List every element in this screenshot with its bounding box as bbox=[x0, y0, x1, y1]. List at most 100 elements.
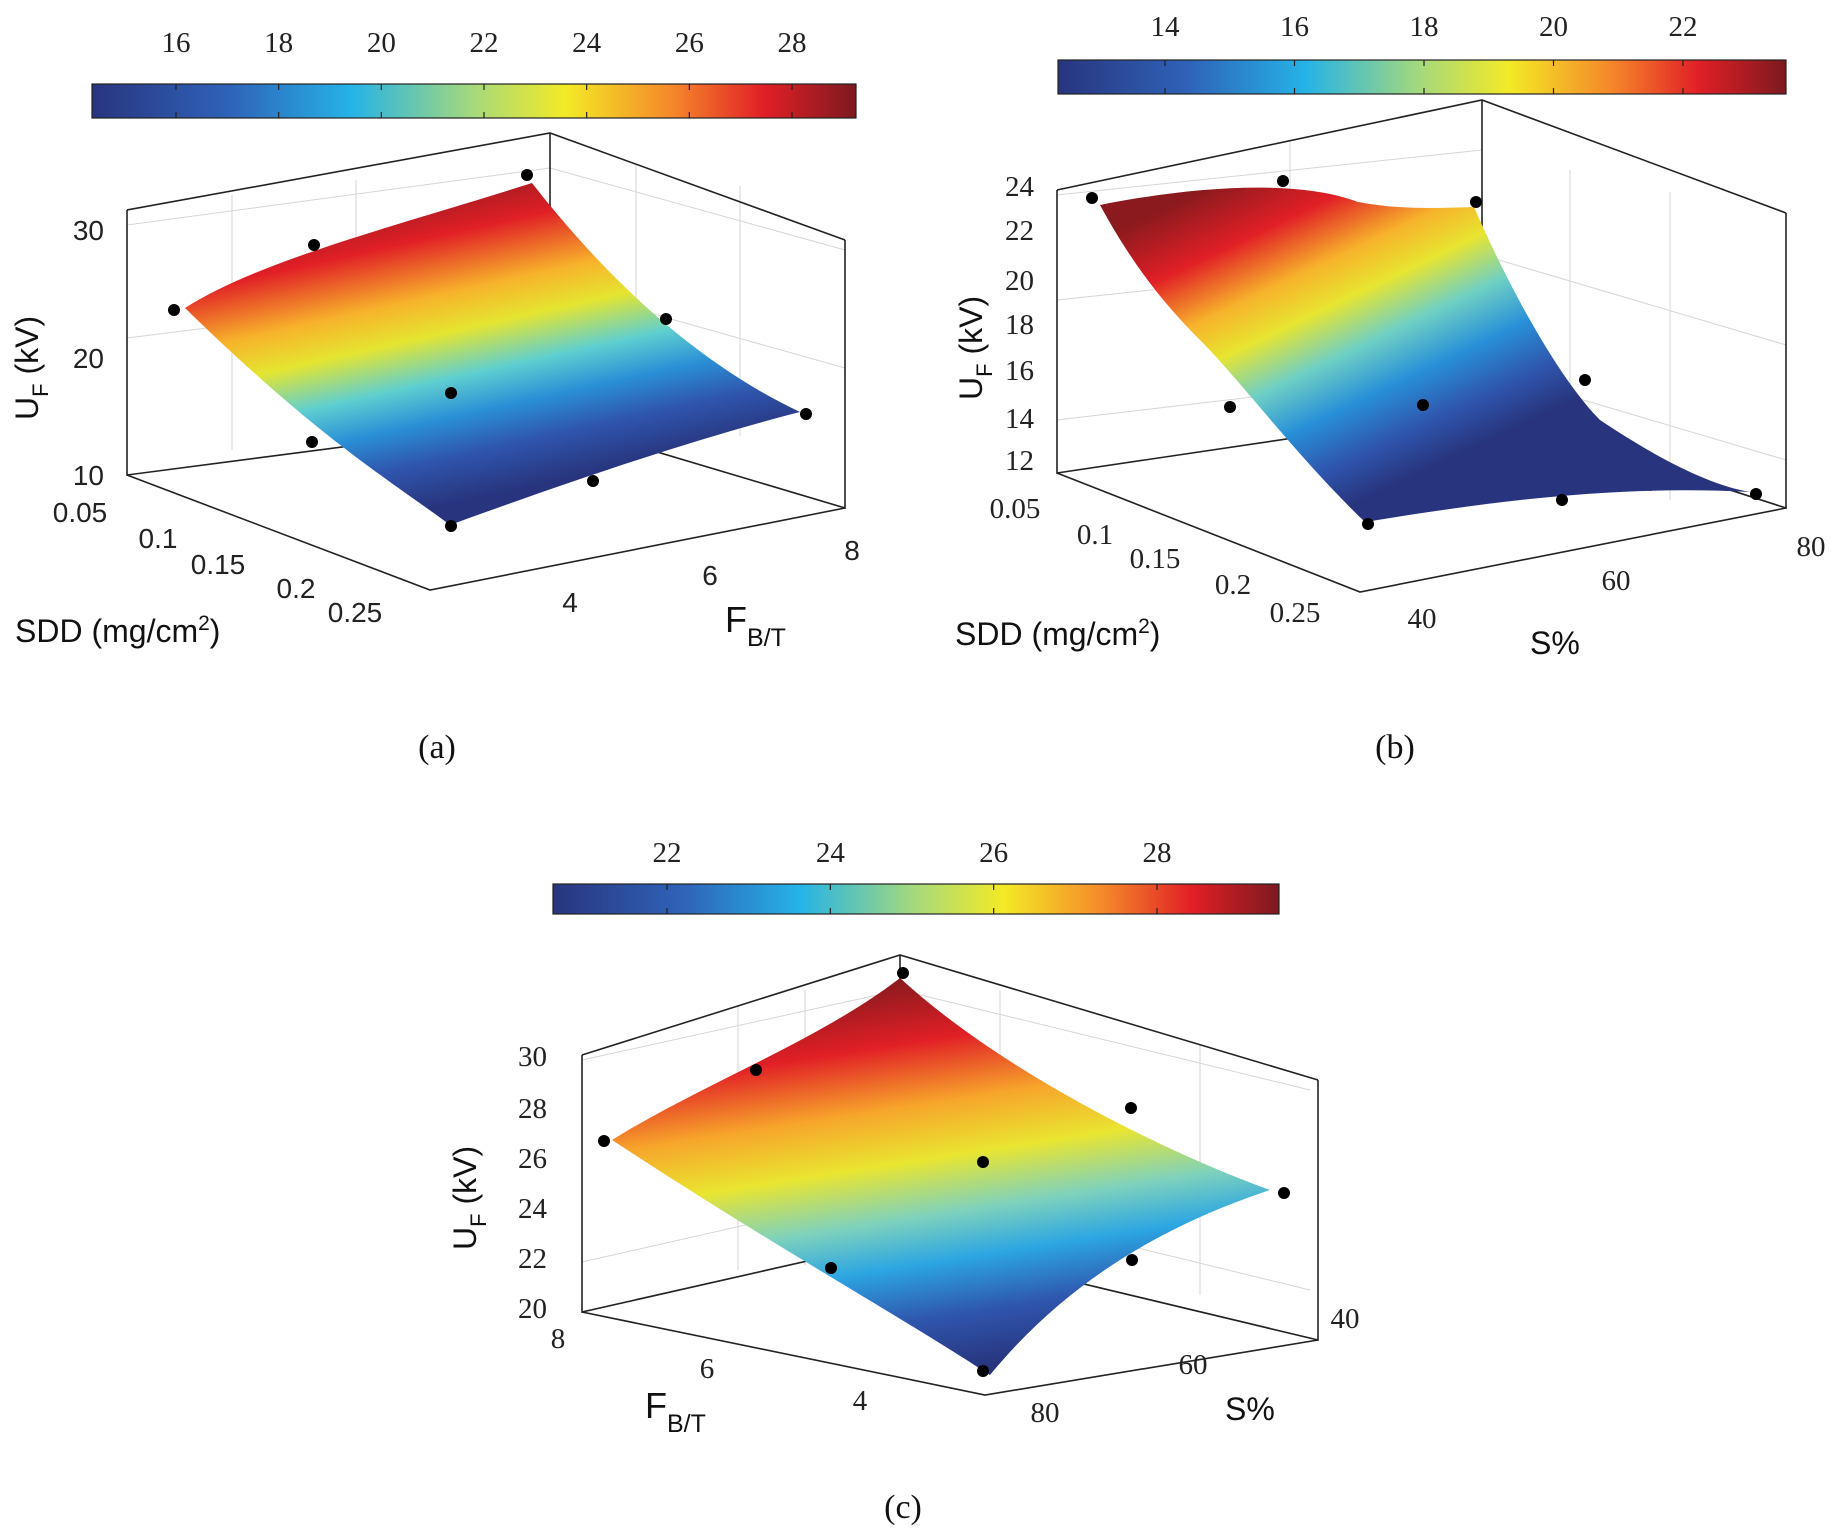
x-tick-b: 0.2 bbox=[1215, 569, 1251, 601]
surface-c bbox=[612, 978, 1270, 1375]
data-point bbox=[1278, 1187, 1290, 1199]
colorbar-tick-a: 16 bbox=[162, 27, 191, 59]
z-axis-label-a: UF (kV) bbox=[9, 316, 53, 420]
panel-label-c: (c) bbox=[884, 1489, 922, 1526]
data-point bbox=[1750, 488, 1762, 500]
colorbar-b: 14 16 18 20 22 bbox=[1057, 11, 1787, 95]
data-point bbox=[977, 1156, 989, 1168]
z-tick-c: 20 bbox=[518, 1293, 547, 1325]
colorbar-tick-a: 18 bbox=[264, 27, 293, 59]
data-point bbox=[587, 475, 599, 487]
y-tick-b: 60 bbox=[1602, 565, 1631, 597]
y-tick-a: 6 bbox=[702, 560, 718, 591]
z-tick-b: 14 bbox=[1005, 403, 1035, 435]
colorbar-tick-c: 26 bbox=[979, 837, 1008, 869]
colorbar-tick-c: 22 bbox=[653, 837, 682, 869]
x-tick-b: 0.05 bbox=[990, 493, 1041, 525]
x-tick-c: 4 bbox=[853, 1385, 868, 1417]
y-tick-c: 40 bbox=[1331, 1303, 1360, 1335]
data-point bbox=[897, 967, 909, 979]
z-axis-label-b: UF (kV) bbox=[953, 296, 997, 400]
y-axis-label-c: S% bbox=[1225, 1391, 1275, 1427]
data-point bbox=[445, 387, 457, 399]
data-point bbox=[1579, 374, 1591, 386]
z-tick-c: 24 bbox=[518, 1193, 548, 1225]
z-tick-b: 24 bbox=[1005, 171, 1035, 203]
data-point bbox=[1086, 192, 1098, 204]
data-point bbox=[168, 304, 180, 316]
x-tick-b: 0.25 bbox=[1270, 597, 1321, 629]
points-c bbox=[598, 967, 1290, 1377]
data-point bbox=[308, 239, 320, 251]
data-point bbox=[1126, 1254, 1138, 1266]
x-tick-a: 0.15 bbox=[191, 549, 246, 580]
z-tick-a: 10 bbox=[73, 460, 104, 491]
data-point bbox=[1224, 401, 1236, 413]
colorbar-tick-b: 16 bbox=[1280, 11, 1309, 43]
points-b bbox=[1086, 175, 1762, 530]
x-tick-b: 0.15 bbox=[1130, 543, 1181, 575]
x-tick-b: 0.1 bbox=[1077, 519, 1113, 551]
y-tick-c: 80 bbox=[1031, 1397, 1060, 1429]
data-point bbox=[306, 436, 318, 448]
data-point bbox=[1125, 1102, 1137, 1114]
colorbar-tick-b: 20 bbox=[1539, 11, 1568, 43]
y-tick-a: 4 bbox=[562, 587, 578, 618]
data-point bbox=[660, 313, 672, 325]
y-tick-b: 80 bbox=[1797, 531, 1826, 563]
colorbar-tick-a: 20 bbox=[367, 27, 396, 59]
data-point bbox=[598, 1135, 610, 1147]
z-tick-c: 26 bbox=[518, 1143, 547, 1175]
z-tick-a: 30 bbox=[73, 215, 104, 246]
x-tick-c: 6 bbox=[700, 1353, 715, 1385]
data-point bbox=[1470, 196, 1482, 208]
x-axis-label-b: SDD (mg/cm2) bbox=[955, 615, 1160, 652]
colorbar-tick-b: 14 bbox=[1151, 11, 1181, 43]
z-tick-c: 28 bbox=[518, 1093, 547, 1125]
colorbar-tick-b: 18 bbox=[1410, 11, 1439, 43]
z-tick-b: 20 bbox=[1005, 265, 1034, 297]
colorbar-tick-a: 24 bbox=[572, 27, 602, 59]
y-tick-b: 40 bbox=[1408, 603, 1437, 635]
z-axis-label-c: UF (kV) bbox=[447, 1146, 491, 1250]
panel-b: 14 16 18 20 22 12 14 16 18 20 22 24 0.05 0.1 0.15 0.2… bbox=[953, 11, 1826, 766]
x-axis-label-c: FB/T bbox=[645, 1385, 706, 1438]
y-tick-a: 8 bbox=[844, 535, 860, 566]
surface-b bbox=[1100, 187, 1750, 523]
panel-label-a: (a) bbox=[418, 729, 456, 766]
panel-c: 22 24 26 28 20 22 24 26 28 30 8 6 4 80 60 40 UF (kV)… bbox=[447, 837, 1360, 1526]
x-tick-a: 0.1 bbox=[139, 523, 178, 554]
data-point bbox=[1362, 518, 1374, 530]
x-tick-c: 8 bbox=[551, 1323, 566, 1355]
y-axis-label-a: FB/T bbox=[725, 599, 786, 652]
data-point bbox=[445, 520, 457, 532]
z-tick-c: 22 bbox=[518, 1243, 547, 1275]
z-tick-b: 18 bbox=[1005, 309, 1034, 341]
z-tick-b: 16 bbox=[1005, 355, 1034, 387]
x-axis-label-a: SDD (mg/cm2) bbox=[15, 612, 220, 649]
colorbar-tick-a: 22 bbox=[470, 27, 499, 59]
z-tick-b: 22 bbox=[1005, 215, 1034, 247]
colorbar-tick-a: 26 bbox=[675, 27, 704, 59]
data-point bbox=[1417, 399, 1429, 411]
colorbar-tick-b: 22 bbox=[1669, 11, 1698, 43]
y-axis-label-b: S% bbox=[1530, 625, 1580, 661]
colorbar-tick-c: 28 bbox=[1143, 837, 1172, 869]
colorbar-c: 22 24 26 28 bbox=[552, 837, 1280, 915]
colorbar-tick-a: 28 bbox=[778, 27, 807, 59]
z-tick-c: 30 bbox=[518, 1041, 547, 1073]
y-tick-c: 60 bbox=[1179, 1349, 1208, 1381]
data-point bbox=[1556, 494, 1568, 506]
z-tick-b: 12 bbox=[1005, 445, 1034, 477]
z-tick-a: 20 bbox=[73, 343, 104, 374]
colorbar-a: 16 18 20 22 24 26 28 bbox=[91, 27, 857, 119]
panel-label-b: (b) bbox=[1375, 729, 1415, 766]
data-point bbox=[825, 1262, 837, 1274]
panel-a: 16 18 20 22 24 26 28 10 20 30 0.05 0.1 0.15 0.2 0.25… bbox=[9, 27, 860, 766]
x-tick-a: 0.2 bbox=[277, 573, 316, 604]
data-point bbox=[521, 169, 533, 181]
x-tick-a: 0.05 bbox=[53, 497, 108, 528]
colorbar-tick-c: 24 bbox=[816, 837, 846, 869]
x-tick-a: 0.25 bbox=[328, 597, 383, 628]
